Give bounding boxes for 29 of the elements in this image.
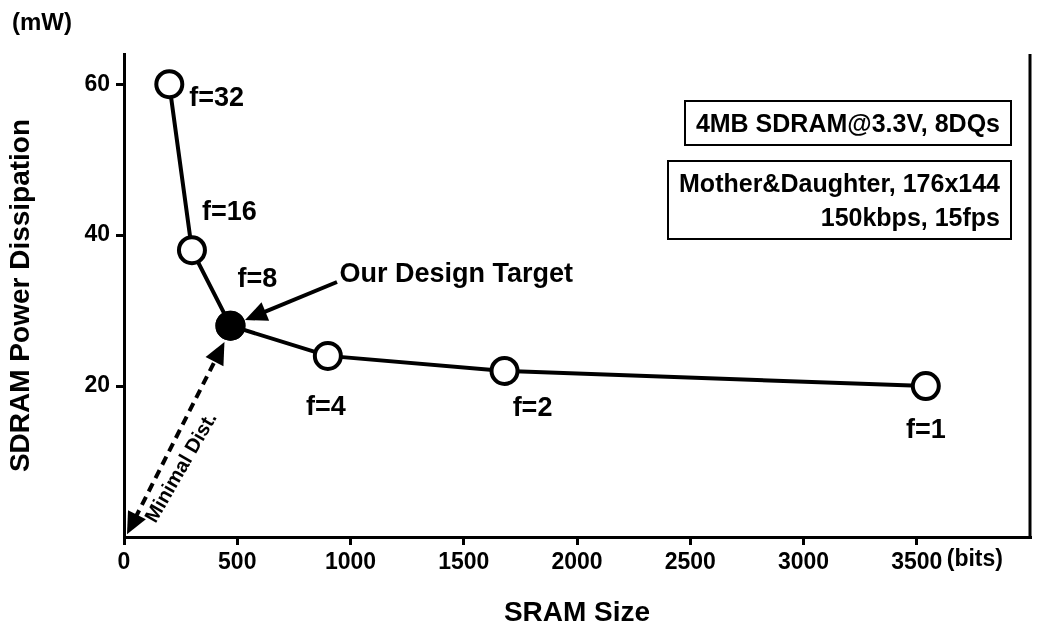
point [489, 355, 520, 386]
annotation: f=2 [512, 392, 553, 423]
annotation: f=8 [237, 263, 278, 294]
x-tick-label: 3500 [891, 548, 943, 575]
y-tick-label: 20 [84, 371, 110, 398]
annotation: Mother&Daughter, 176x144 150kbps, 15fps [667, 160, 1012, 240]
annotation: Our Design Target [339, 257, 573, 289]
annotation: f=4 [305, 391, 346, 422]
x-tick-label: 2500 [664, 548, 716, 575]
point [312, 340, 343, 371]
y-tick-label: 60 [84, 69, 110, 96]
y-axis-title: SDRAM Power Dissipation [3, 118, 35, 473]
x-tick-label: 0 [117, 548, 131, 575]
annotation: 4MB SDRAM@3.3V, 8DQs [683, 100, 1012, 146]
x-axis-title: SRAM Size [503, 595, 651, 627]
x-tick-label: 1000 [324, 548, 377, 575]
annotation: f=32 [189, 81, 245, 112]
point [910, 371, 941, 402]
point [154, 69, 185, 100]
x-tick-label: 500 [218, 548, 257, 575]
y-tick-label: 40 [84, 220, 110, 247]
text: (bits) [946, 545, 1003, 572]
point [176, 235, 207, 266]
text: (mW) [12, 8, 72, 36]
annotation: f=16 [201, 195, 257, 226]
x-tick-label: 1500 [438, 548, 490, 575]
x-tick-label: 2000 [551, 548, 603, 575]
annotation: f=1 [905, 413, 946, 444]
x-tick-label: 3000 [777, 548, 830, 575]
